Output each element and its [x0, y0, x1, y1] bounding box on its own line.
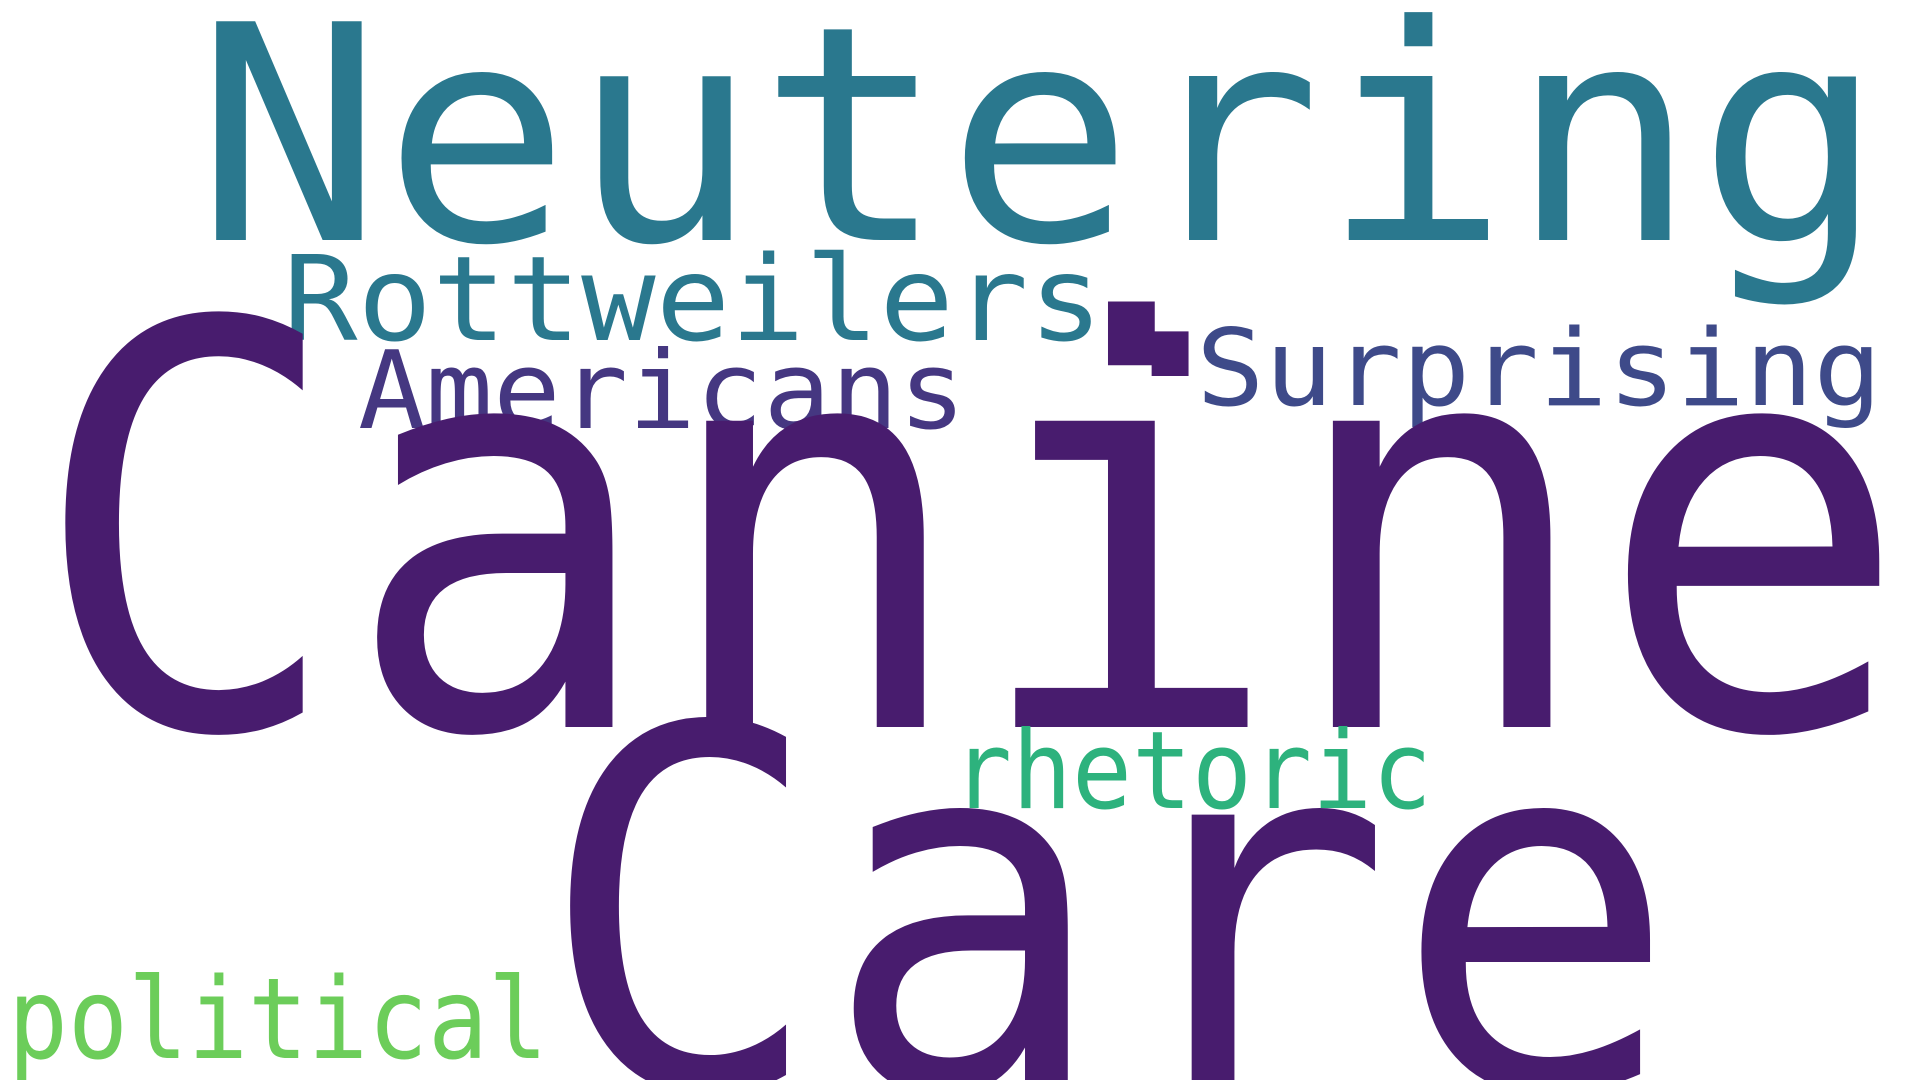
- word-canine: Canine: [30, 208, 1910, 860]
- word-dot: .: [1080, 98, 1261, 447]
- word-neutering: Neutering: [195, 0, 1885, 311]
- word-surprising: Surprising: [1196, 307, 1882, 430]
- word-political: political: [8, 955, 548, 1080]
- word-americans: Americans: [358, 329, 966, 454]
- word-rottweilers: Rottweilers: [283, 230, 1103, 368]
- word-rhetoric: rhetoric: [952, 709, 1432, 834]
- word-care: Care: [538, 624, 1678, 1080]
